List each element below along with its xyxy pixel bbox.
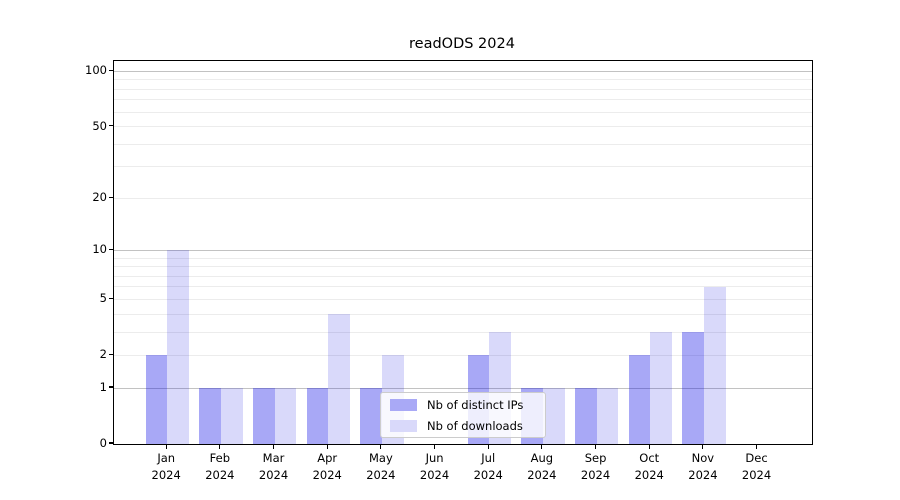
bar-downloads-feb (220, 388, 243, 444)
y-tick-mark (108, 248, 113, 251)
bar-distinct-ips-jan (145, 355, 168, 444)
bar-downloads-oct (650, 332, 672, 444)
legend-label: Nb of distinct IPs (427, 397, 524, 412)
x-tick-mark (755, 444, 758, 449)
x-tick-mark (219, 444, 221, 449)
minor-gridline (114, 197, 812, 199)
bar-downloads-nov (703, 286, 726, 444)
y-tick-mark (108, 297, 113, 299)
y-tick-mark (108, 442, 113, 444)
y-tick-label: 5 (99, 291, 107, 306)
x-tick-label: Jun 2024 (419, 451, 450, 482)
chart-title: readODS 2024 (409, 36, 515, 52)
y-tick-mark (108, 69, 113, 72)
y-tick-mark (108, 386, 113, 388)
x-tick-label: Mar 2024 (258, 451, 289, 482)
minor-gridline (114, 126, 812, 128)
bar-distinct-ips-mar (252, 388, 275, 444)
bar-downloads-sep (596, 388, 619, 444)
legend-item-downloads: Nb of downloads (390, 419, 545, 433)
minor-gridline (114, 354, 812, 356)
bar-distinct-ips-sep (574, 388, 597, 444)
x-tick-mark (380, 444, 382, 449)
y-tick-label: 20 (92, 190, 107, 205)
legend-label: Nb of downloads (427, 418, 523, 433)
y-tick-label: 100 (85, 63, 107, 78)
y-tick-label: 1 (99, 380, 107, 395)
bar-downloads-apr (328, 314, 350, 444)
bar-downloads-aug (542, 388, 565, 444)
x-tick-label: Aug 2024 (527, 451, 557, 482)
bar-distinct-ips-may (360, 388, 382, 444)
y-tick-mark (108, 125, 113, 127)
minor-gridline (114, 143, 812, 145)
x-tick-mark (433, 444, 436, 449)
x-tick-mark (165, 444, 167, 449)
y-tick-label: 2 (99, 347, 107, 362)
minor-gridline (114, 166, 812, 168)
x-tick-label: Jul 2024 (473, 451, 503, 482)
x-tick-label: Sep 2024 (580, 451, 611, 482)
y-tick-label: 50 (92, 118, 107, 133)
minor-gridline (114, 257, 812, 259)
bar-downloads-jan (167, 250, 189, 444)
plot-area (113, 60, 813, 445)
x-tick-label: Jan 2024 (151, 451, 181, 482)
minor-gridline (114, 313, 812, 315)
x-tick-mark (594, 444, 597, 449)
major-gridline (114, 70, 812, 72)
y-tick-mark (108, 353, 113, 355)
x-tick-mark (487, 444, 489, 449)
bar-distinct-ips-apr (306, 388, 329, 444)
minor-gridline (114, 111, 812, 113)
x-tick-mark (702, 444, 704, 449)
legend-swatch-downloads-icon (390, 419, 417, 432)
minor-gridline (114, 331, 812, 333)
major-gridline (114, 387, 812, 389)
y-tick-mark (108, 196, 113, 198)
x-tick-mark (272, 444, 275, 449)
bar-distinct-ips-feb (199, 388, 221, 444)
x-tick-mark (541, 444, 543, 449)
minor-gridline (114, 266, 812, 268)
bar-distinct-ips-nov (682, 332, 704, 444)
legend-item-distinct-ips: Nb of distinct IPs (390, 398, 545, 412)
bar-distinct-ips-oct (628, 355, 651, 444)
x-tick-label: May 2024 (366, 451, 396, 482)
x-tick-mark (326, 444, 328, 449)
x-tick-label: Dec 2024 (741, 451, 772, 482)
minor-gridline (114, 298, 812, 300)
legend: Nb of distinct IPs Nb of downloads (380, 392, 546, 438)
bar-downloads-mar (274, 388, 297, 444)
x-tick-mark (648, 444, 650, 449)
x-tick-label: Feb 2024 (205, 451, 235, 482)
legend-swatch-distinct-ips-icon (390, 398, 417, 411)
y-tick-label: 0 (99, 436, 107, 450)
y-tick-label: 10 (92, 242, 107, 257)
minor-gridline (114, 275, 812, 277)
x-tick-label: Oct 2024 (634, 451, 664, 482)
minor-gridline (114, 99, 812, 101)
x-tick-label: Nov 2024 (688, 451, 718, 482)
x-tick-label: Apr 2024 (312, 451, 342, 482)
major-gridline (114, 249, 812, 251)
minor-gridline (114, 88, 812, 90)
minor-gridline (114, 79, 812, 81)
minor-gridline (114, 286, 812, 288)
